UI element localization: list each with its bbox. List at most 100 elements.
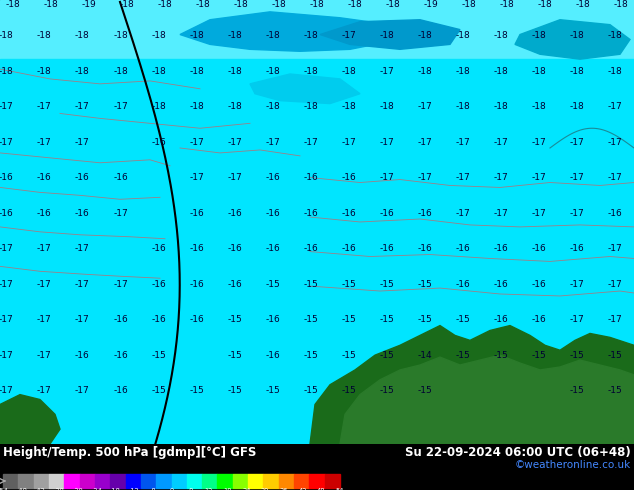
- Bar: [325, 474, 340, 488]
- Text: -16: -16: [531, 244, 547, 253]
- Text: -18: -18: [227, 31, 242, 40]
- Text: -16: -16: [189, 244, 204, 253]
- Text: -16: -16: [75, 351, 90, 360]
- Text: -15: -15: [303, 351, 318, 360]
- Text: -18: -18: [271, 0, 287, 9]
- Text: 8: 8: [188, 489, 192, 490]
- Text: -17: -17: [113, 280, 128, 289]
- Text: -18: -18: [531, 31, 547, 40]
- Text: -16: -16: [303, 209, 318, 218]
- Text: -17: -17: [37, 102, 52, 111]
- Text: -16: -16: [265, 173, 280, 182]
- Text: -18: -18: [379, 102, 394, 111]
- Text: -30: -30: [72, 489, 83, 490]
- Text: -15: -15: [493, 351, 508, 360]
- Text: -17: -17: [379, 67, 394, 75]
- Text: -16: -16: [113, 315, 128, 324]
- Text: -15: -15: [607, 386, 623, 395]
- Bar: [80, 474, 95, 488]
- Bar: [141, 474, 156, 488]
- Text: -16: -16: [151, 315, 166, 324]
- Text: -18: -18: [341, 67, 356, 75]
- Text: -16: -16: [227, 209, 242, 218]
- Text: -15: -15: [455, 351, 470, 360]
- Text: -18: -18: [303, 102, 318, 111]
- Text: -18: -18: [151, 31, 166, 40]
- Text: -15: -15: [151, 386, 166, 395]
- Text: -15: -15: [379, 315, 394, 324]
- Text: -18: -18: [462, 0, 477, 9]
- Text: -18: -18: [417, 67, 432, 75]
- Text: -18: -18: [493, 102, 508, 111]
- Text: -42: -42: [35, 489, 46, 490]
- Text: -16: -16: [151, 280, 166, 289]
- Text: -18: -18: [265, 67, 280, 75]
- Polygon shape: [0, 394, 60, 444]
- Text: -17: -17: [75, 280, 90, 289]
- Text: -18: -18: [538, 0, 553, 9]
- Text: -17: -17: [569, 138, 585, 147]
- Text: -16: -16: [189, 315, 204, 324]
- Text: -15: -15: [303, 315, 318, 324]
- Text: -17: -17: [531, 173, 547, 182]
- Bar: [3, 474, 18, 488]
- Text: -15: -15: [379, 280, 394, 289]
- Text: -17: -17: [37, 351, 52, 360]
- Text: -16: -16: [151, 244, 166, 253]
- Text: -17: -17: [75, 244, 90, 253]
- Text: -17: -17: [265, 138, 280, 147]
- Text: -18: -18: [189, 102, 204, 111]
- Text: -17: -17: [75, 102, 90, 111]
- Text: -18: -18: [157, 0, 172, 9]
- Text: -17: -17: [0, 386, 14, 395]
- Text: -17: -17: [37, 386, 52, 395]
- Text: -15: -15: [227, 315, 242, 324]
- Bar: [233, 474, 248, 488]
- Polygon shape: [250, 74, 360, 103]
- Text: -18: -18: [531, 67, 547, 75]
- Text: -18: -18: [493, 31, 508, 40]
- Text: 36: 36: [280, 489, 288, 490]
- Text: -18: -18: [607, 67, 623, 75]
- Bar: [263, 474, 279, 488]
- Text: -18: -18: [385, 0, 401, 9]
- Text: -18: -18: [113, 67, 128, 75]
- Text: -15: -15: [379, 351, 394, 360]
- Text: -16: -16: [341, 173, 356, 182]
- Text: -19: -19: [81, 0, 96, 9]
- Text: -16: -16: [75, 209, 90, 218]
- Text: -17: -17: [493, 138, 508, 147]
- Text: -17: -17: [607, 280, 623, 289]
- Text: -16: -16: [265, 209, 280, 218]
- Bar: [172, 474, 187, 488]
- Text: -18: -18: [379, 31, 394, 40]
- Text: -18: -18: [227, 67, 242, 75]
- Text: -17: -17: [607, 138, 623, 147]
- Text: -16: -16: [303, 173, 318, 182]
- Text: -18: -18: [303, 67, 318, 75]
- Text: -17: -17: [607, 315, 623, 324]
- Bar: [187, 474, 202, 488]
- Text: -17: -17: [379, 138, 394, 147]
- Text: -16: -16: [113, 351, 128, 360]
- Text: -17: -17: [493, 209, 508, 218]
- Text: -18: -18: [493, 67, 508, 75]
- Text: -18: -18: [614, 0, 629, 9]
- Text: -16: -16: [417, 209, 432, 218]
- Text: -18: -18: [0, 31, 14, 40]
- Text: -17: -17: [531, 138, 547, 147]
- Bar: [309, 474, 325, 488]
- Text: -17: -17: [113, 102, 128, 111]
- Text: -16: -16: [455, 280, 470, 289]
- Text: -16: -16: [493, 244, 508, 253]
- Text: -16: -16: [189, 280, 204, 289]
- Text: -16: -16: [341, 244, 356, 253]
- Text: -15: -15: [151, 351, 166, 360]
- Text: -18: -18: [227, 102, 242, 111]
- Text: -16: -16: [417, 244, 432, 253]
- Bar: [49, 474, 64, 488]
- Text: ©weatheronline.co.uk: ©weatheronline.co.uk: [515, 460, 631, 470]
- Text: -15: -15: [303, 386, 318, 395]
- Text: -18: -18: [500, 0, 515, 9]
- Text: -18: -18: [37, 67, 52, 75]
